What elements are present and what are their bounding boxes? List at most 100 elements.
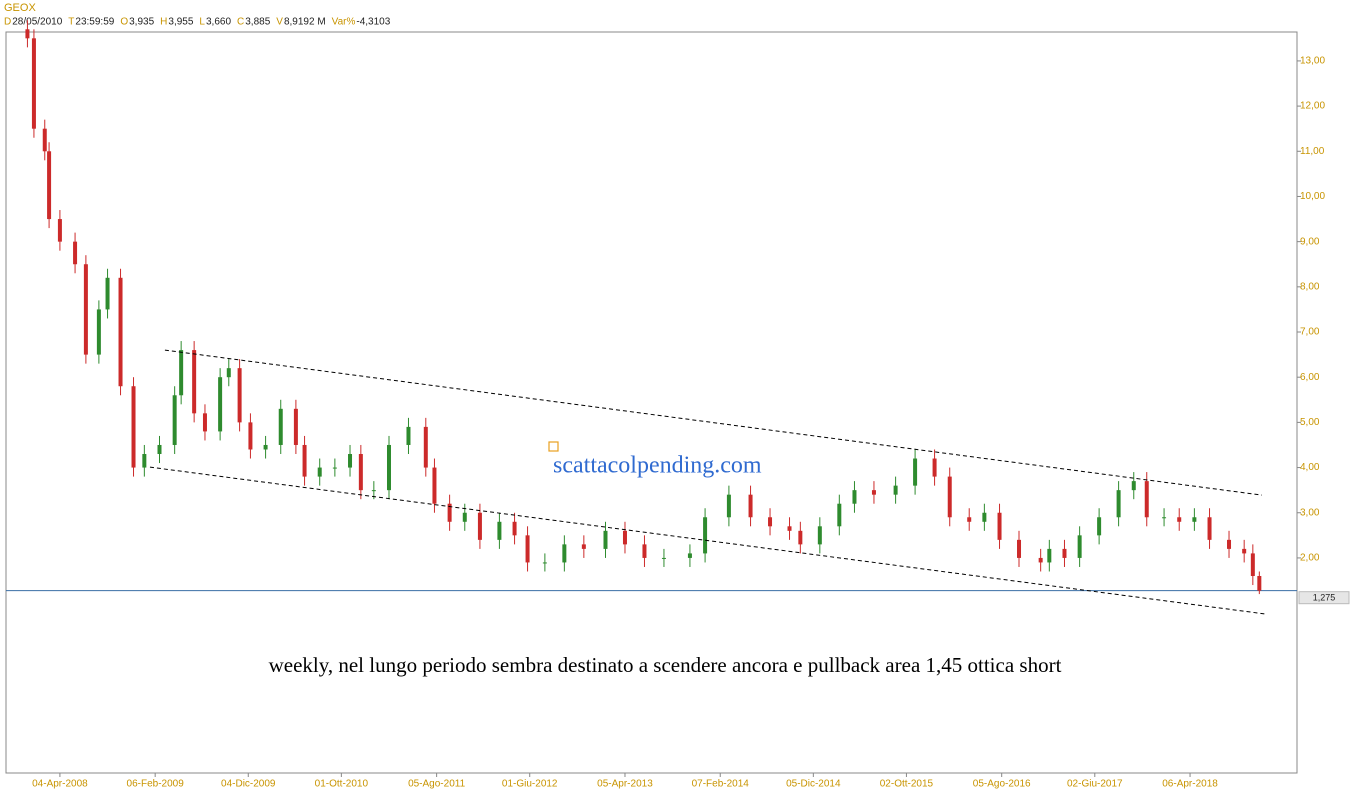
x-tick-label: 04-Apr-2008 — [32, 779, 88, 790]
y-tick-label: 3,00 — [1300, 507, 1320, 518]
x-tick-label: 02-Ott-2015 — [880, 779, 934, 790]
y-tick-label: 8,00 — [1300, 281, 1320, 292]
candle-body — [386, 444, 391, 491]
candle-body — [47, 151, 52, 220]
y-tick-label: 10,00 — [1300, 191, 1325, 202]
y-tick-label: 4,00 — [1300, 462, 1320, 473]
candle-body — [642, 544, 647, 558]
candle-body — [263, 444, 268, 450]
x-tick-label: 01-Ott-2010 — [315, 779, 369, 790]
candle-body — [748, 494, 753, 518]
info-value: 3,935 — [129, 17, 154, 28]
candle-body — [118, 277, 123, 387]
y-tick-label: 7,00 — [1300, 327, 1320, 338]
trend-line — [149, 466, 1266, 615]
candle-body — [1250, 553, 1255, 577]
candle-body — [967, 517, 972, 522]
candle-body — [787, 526, 792, 531]
candle-body — [1131, 481, 1136, 491]
candle-body — [432, 467, 437, 504]
candle-body — [96, 309, 101, 355]
symbol: GEOX — [4, 2, 36, 14]
y-tick-label: 12,00 — [1300, 101, 1325, 112]
candle-body — [73, 241, 78, 265]
candle-body — [893, 485, 898, 495]
candle-body — [25, 29, 30, 39]
candle-body — [423, 426, 428, 468]
info-value: -4,3103 — [356, 17, 390, 28]
y-tick-label: 6,00 — [1300, 372, 1320, 383]
candle-body — [278, 408, 283, 445]
candle-body — [982, 512, 987, 522]
candle-body — [1192, 517, 1197, 522]
info-key: C — [237, 17, 244, 28]
candle-body — [871, 490, 876, 495]
info-value: 23:59:59 — [75, 17, 114, 28]
y-tick-label: 9,00 — [1300, 236, 1320, 247]
candle-body — [703, 517, 708, 554]
candle-body — [293, 408, 298, 445]
price-label-box — [1298, 591, 1350, 605]
candle-body — [358, 454, 363, 491]
candle-body — [1038, 557, 1043, 563]
candle-body — [622, 530, 627, 545]
candle-body — [57, 219, 62, 242]
candle-body — [237, 368, 242, 423]
candle-body — [687, 553, 692, 558]
watermark-icon — [548, 441, 559, 452]
y-tick-label: 13,00 — [1300, 56, 1325, 67]
candle-body — [1177, 517, 1182, 522]
candle-body — [447, 503, 452, 522]
candle-body — [837, 503, 842, 527]
candle-body — [248, 422, 253, 450]
candle-body — [142, 454, 147, 468]
x-tick-label: 06-Apr-2018 — [1162, 779, 1218, 790]
info-value: 28/05/2010 — [12, 17, 62, 28]
candle-body — [477, 512, 482, 540]
candle-body — [348, 454, 353, 468]
price-label: 1,275 — [1313, 593, 1336, 603]
x-tick-label: 01-Giu-2012 — [502, 779, 558, 790]
info-key: Var% — [332, 17, 356, 28]
candle-body — [726, 494, 731, 518]
info-key: H — [160, 17, 167, 28]
info-value: 3,885 — [245, 17, 270, 28]
candle-body — [202, 413, 207, 432]
candle-body — [462, 512, 467, 522]
candle-body — [42, 128, 47, 152]
trend-line — [164, 349, 1262, 496]
x-tick-label: 05-Apr-2013 — [597, 779, 653, 790]
candle-body — [1077, 535, 1082, 558]
x-tick-label: 05-Dic-2014 — [786, 779, 841, 790]
candle-body — [105, 277, 110, 310]
candle-body — [768, 517, 773, 527]
candle-body — [913, 458, 918, 486]
candle-body — [932, 458, 937, 477]
candle-body — [192, 350, 197, 414]
candle-body — [332, 467, 337, 469]
candle-body — [817, 526, 822, 545]
candle-body — [226, 368, 231, 378]
candle-body — [179, 350, 184, 396]
candle-body — [562, 544, 567, 563]
candle-body — [1162, 517, 1167, 519]
info-value: 8,9192 M — [284, 17, 326, 28]
watermark: scattacolpending.com — [553, 453, 762, 479]
candle-body — [406, 426, 411, 445]
candle-body — [172, 395, 177, 445]
info-value: 3,660 — [206, 17, 231, 28]
candle-body — [581, 544, 586, 549]
candle-body — [371, 490, 376, 492]
candle-body — [798, 530, 803, 545]
candle-body — [947, 476, 952, 518]
candle-body — [1047, 548, 1052, 563]
info-key: O — [120, 17, 128, 28]
candle-body — [131, 386, 136, 468]
candle-body — [1116, 490, 1121, 518]
candle-body — [31, 38, 36, 129]
y-tick-label: 2,00 — [1300, 553, 1320, 564]
candle-body — [302, 444, 307, 477]
x-tick-label: 06-Feb-2009 — [127, 779, 185, 790]
candle-body — [661, 557, 666, 559]
candle-body — [852, 490, 857, 504]
